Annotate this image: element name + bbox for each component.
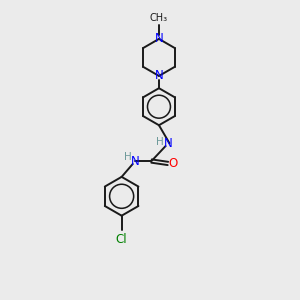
Text: H: H <box>156 137 164 147</box>
Text: N: N <box>131 154 140 167</box>
Text: N: N <box>154 69 163 82</box>
Text: O: O <box>169 157 178 170</box>
Text: N: N <box>164 136 172 150</box>
Text: Cl: Cl <box>116 233 127 246</box>
Text: N: N <box>154 32 163 45</box>
Text: CH₃: CH₃ <box>150 13 168 23</box>
Text: H: H <box>124 152 131 162</box>
